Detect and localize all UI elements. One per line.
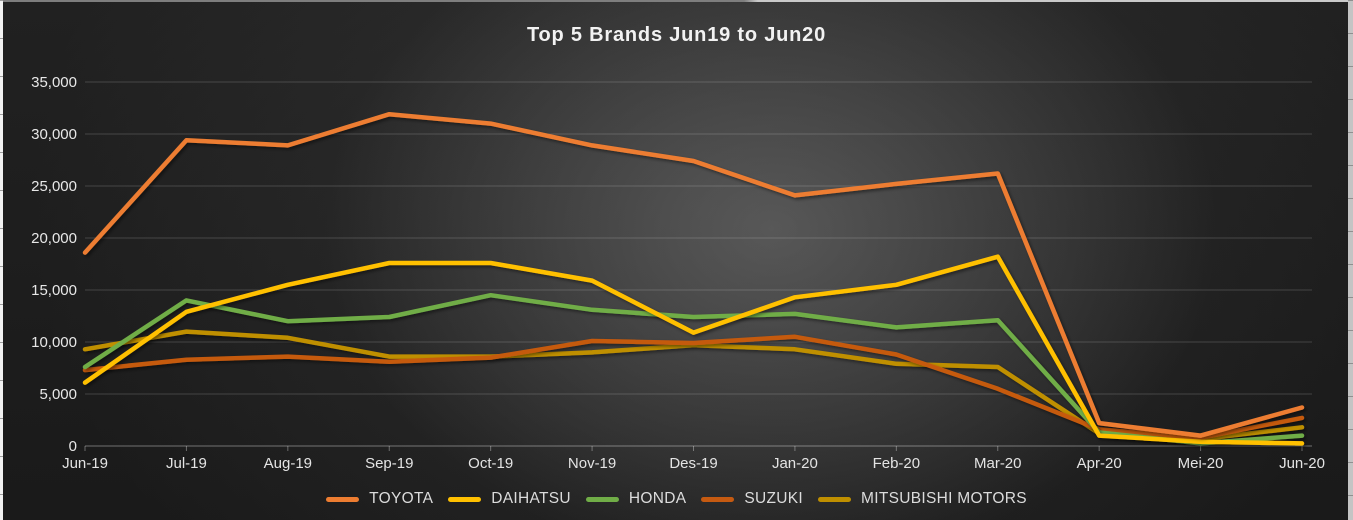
x-axis-tick-label: Des-19	[669, 455, 717, 472]
worksheet-edge-left	[0, 0, 3, 520]
x-axis-tick-label: Oct-19	[468, 455, 513, 472]
legend-swatch-icon	[585, 496, 619, 502]
y-axis-tick-label: 0	[69, 438, 77, 455]
x-axis-tick-label: Jun-19	[62, 455, 108, 472]
legend-item-honda: HONDA	[585, 490, 687, 508]
y-axis-tick-label: 30,000	[31, 126, 77, 143]
x-axis-tick-label: Mei-20	[1178, 455, 1224, 472]
series-line-toyota	[82, 111, 1305, 438]
x-axis-tick-label: Mar-20	[974, 455, 1022, 472]
worksheet-edge-right	[1348, 0, 1353, 520]
x-axis-tick-label: Aug-19	[264, 455, 312, 472]
worksheet-edge-top	[0, 0, 1353, 2]
legend-swatch-icon	[448, 496, 482, 502]
legend-label: HONDA	[628, 490, 687, 507]
legend-item-daihatsu: DAIHATSU	[448, 490, 571, 508]
y-axis-tick-label: 10,000	[31, 334, 77, 351]
y-axis-tick-label: 5,000	[39, 386, 77, 403]
chart-title: Top 5 Brands Jun19 to Jun20	[526, 24, 827, 46]
x-axis-tick-label: Jan-20	[772, 455, 818, 472]
series-line-honda	[82, 292, 1305, 446]
legend-label: TOYOTA	[369, 490, 434, 507]
chart-legend: TOYOTA DAIHATSU HONDA SUZUKI MITSUBISHI MOTO…	[0, 486, 1353, 512]
legend-label: MITSUBISHI MOTORS	[861, 490, 1027, 507]
y-axis-tick-label: 35,000	[31, 74, 77, 91]
series-line-suzuki	[82, 334, 1305, 440]
legend-swatch-icon	[326, 496, 360, 502]
x-axis-tick-label: Sep-19	[365, 455, 413, 472]
x-axis-tick-label: Jul-19	[166, 455, 207, 472]
legend-label: SUZUKI	[744, 490, 803, 507]
series-line-daihatsu	[82, 254, 1305, 446]
y-axis-tick-label: 20,000	[31, 230, 77, 247]
legend-item-mitsubishi-motors: MITSUBISHI MOTORS	[818, 490, 1027, 508]
y-axis-tick-label: 15,000	[31, 282, 77, 299]
legend-swatch-icon	[701, 496, 735, 502]
x-axis-tick-label: Nov-19	[568, 455, 616, 472]
series-line-mitsubishi-motors	[82, 329, 1305, 442]
legend-label: DAIHATSU	[491, 490, 571, 507]
legend-item-suzuki: SUZUKI	[701, 490, 803, 508]
x-axis-tick-label: Apr-20	[1077, 455, 1122, 472]
y-axis-tick-label: 25,000	[31, 178, 77, 195]
x-axis-tick-label: Jun-20	[1279, 455, 1325, 472]
legend-item-toyota: TOYOTA	[326, 490, 433, 508]
x-axis-tick-label: Feb-20	[873, 455, 921, 472]
legend-swatch-icon	[818, 496, 851, 502]
